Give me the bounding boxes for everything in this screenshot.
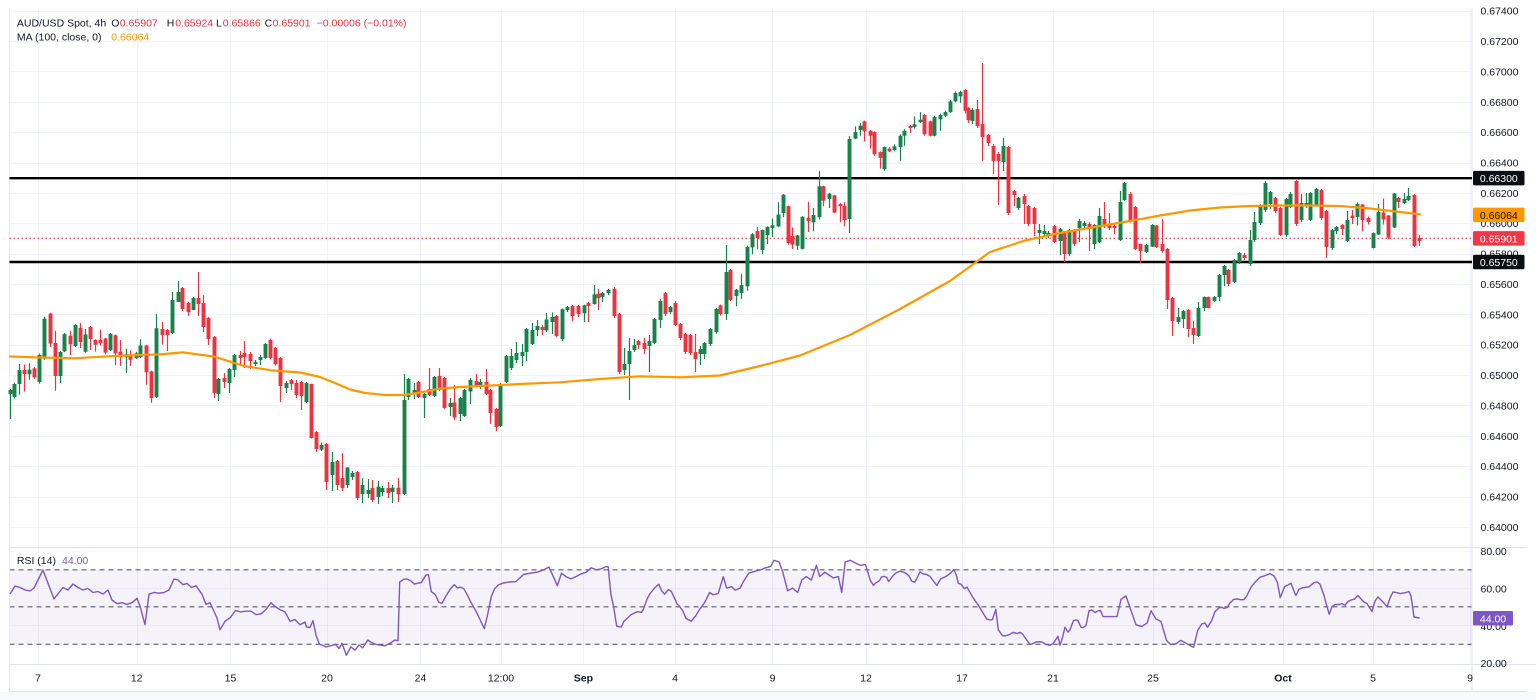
svg-text:44.00: 44.00 [62, 555, 88, 567]
svg-text:0.65200: 0.65200 [1481, 340, 1519, 352]
svg-text:H: H [167, 17, 175, 29]
svg-text:24: 24 [415, 673, 427, 685]
svg-text:0.66300: 0.66300 [1480, 173, 1518, 185]
svg-text:17: 17 [956, 673, 968, 685]
svg-text:0.65866: 0.65866 [223, 17, 261, 29]
svg-text:0.64000: 0.64000 [1481, 522, 1519, 534]
svg-text:0.65000: 0.65000 [1481, 370, 1519, 382]
svg-text:0.64600: 0.64600 [1481, 431, 1519, 443]
svg-text:20.00: 20.00 [1481, 658, 1507, 670]
svg-text:60.00: 60.00 [1481, 584, 1507, 596]
svg-text:0.65924: 0.65924 [175, 17, 213, 29]
svg-text:0.65750: 0.65750 [1480, 257, 1518, 269]
svg-text:0.66800: 0.66800 [1481, 97, 1519, 109]
svg-text:0.66400: 0.66400 [1481, 158, 1519, 170]
svg-text:0.65901: 0.65901 [1480, 233, 1518, 245]
svg-text:L: L [216, 17, 222, 29]
svg-text:12: 12 [860, 673, 872, 685]
svg-text:C: C [265, 17, 273, 29]
svg-text:12:00: 12:00 [488, 673, 514, 685]
svg-text:0.67400: 0.67400 [1481, 6, 1519, 18]
svg-text:15: 15 [225, 673, 237, 685]
svg-text:9: 9 [1467, 673, 1473, 685]
svg-text:MA (100, close, 0): MA (100, close, 0) [17, 32, 102, 44]
svg-text:80.00: 80.00 [1481, 546, 1507, 558]
svg-text:4: 4 [672, 673, 678, 685]
svg-text:20: 20 [321, 673, 333, 685]
svg-text:21: 21 [1047, 673, 1059, 685]
svg-text:−0.00006 (−0.01%): −0.00006 (−0.01%) [317, 17, 407, 29]
svg-text:0.64200: 0.64200 [1481, 492, 1519, 504]
svg-text:5: 5 [1370, 673, 1376, 685]
svg-text:Sep: Sep [574, 673, 593, 685]
svg-text:12: 12 [131, 673, 143, 685]
svg-text:RSI (14): RSI (14) [17, 555, 56, 567]
svg-text:0.64800: 0.64800 [1481, 400, 1519, 412]
svg-text:0.65400: 0.65400 [1481, 309, 1519, 321]
svg-text:0.66200: 0.66200 [1481, 188, 1519, 200]
svg-text:0.65907: 0.65907 [120, 17, 158, 29]
svg-text:25: 25 [1147, 673, 1159, 685]
svg-text:0.66064: 0.66064 [111, 32, 149, 44]
svg-text:0.66064: 0.66064 [1480, 210, 1518, 222]
svg-text:0.67200: 0.67200 [1481, 36, 1519, 48]
svg-text:7: 7 [35, 673, 41, 685]
svg-text:0.65901: 0.65901 [273, 17, 311, 29]
svg-text:AUD/USD Spot, 4h: AUD/USD Spot, 4h [17, 17, 106, 29]
svg-text:Oct: Oct [1274, 673, 1292, 685]
svg-text:O: O [111, 17, 119, 29]
svg-text:9: 9 [770, 673, 776, 685]
svg-text:0.64400: 0.64400 [1481, 461, 1519, 473]
svg-text:0.65600: 0.65600 [1481, 279, 1519, 291]
svg-text:44.00: 44.00 [1480, 613, 1506, 625]
svg-text:0.66600: 0.66600 [1481, 127, 1519, 139]
svg-text:0.67000: 0.67000 [1481, 66, 1519, 78]
